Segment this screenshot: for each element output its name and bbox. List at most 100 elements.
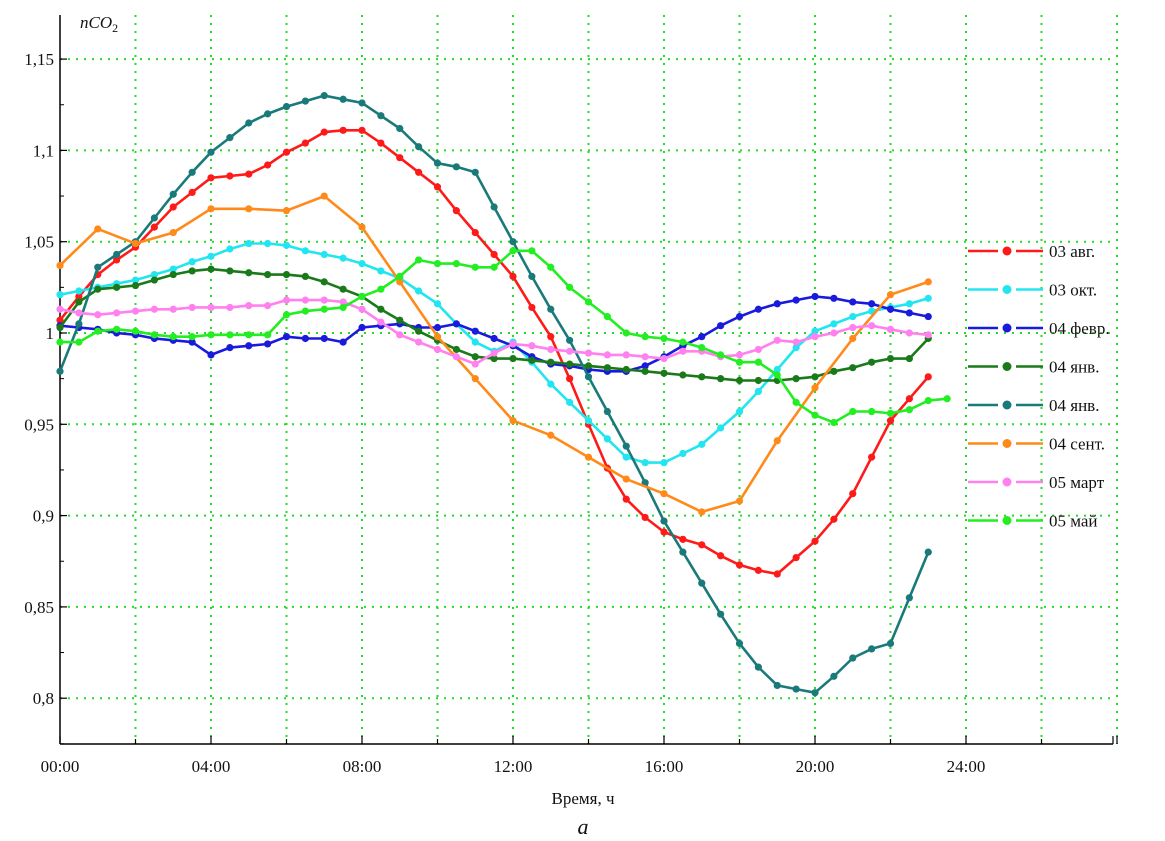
data-point xyxy=(811,373,819,381)
data-point xyxy=(207,252,215,260)
data-point xyxy=(509,340,517,348)
data-point xyxy=(452,163,460,171)
data-point xyxy=(868,453,876,461)
data-point xyxy=(94,327,102,335)
data-point xyxy=(792,296,800,304)
data-point xyxy=(56,367,64,375)
data-point xyxy=(282,270,291,279)
data-point xyxy=(584,373,593,381)
data-point xyxy=(377,285,385,293)
data-point xyxy=(811,384,819,392)
data-point xyxy=(660,369,668,377)
data-point xyxy=(868,358,876,366)
data-point xyxy=(245,342,253,350)
data-point xyxy=(660,334,668,343)
data-point xyxy=(603,435,611,443)
data-point xyxy=(415,168,423,176)
data-point xyxy=(150,331,158,339)
data-point xyxy=(924,548,932,556)
data-point xyxy=(207,331,215,339)
data-point xyxy=(811,292,819,301)
data-point xyxy=(245,170,253,178)
data-point xyxy=(868,322,876,330)
data-point xyxy=(301,247,309,255)
data-point xyxy=(415,338,423,346)
data-point xyxy=(905,329,913,337)
data-point xyxy=(169,203,177,211)
data-point xyxy=(320,278,328,286)
data-point xyxy=(75,320,83,328)
data-point xyxy=(113,309,121,317)
data-point xyxy=(415,327,423,335)
data-point xyxy=(830,515,838,523)
data-point xyxy=(905,406,913,414)
data-point xyxy=(603,364,611,372)
data-point xyxy=(528,303,536,312)
data-point xyxy=(830,367,838,375)
legend-item: 03 авг. xyxy=(968,242,1095,261)
data-point xyxy=(207,303,215,312)
data-point xyxy=(849,298,857,306)
data-point xyxy=(547,431,555,439)
data-point xyxy=(377,112,385,120)
data-point xyxy=(849,334,857,343)
data-point xyxy=(698,508,706,516)
data-point xyxy=(943,395,951,403)
data-point xyxy=(641,367,649,375)
data-point xyxy=(358,292,366,301)
data-point xyxy=(849,323,857,332)
data-point xyxy=(660,459,668,467)
data-point xyxy=(264,270,272,279)
data-point xyxy=(358,305,366,313)
y-tick-label: 1,05 xyxy=(24,233,54,252)
data-point xyxy=(679,535,687,543)
data-point xyxy=(226,172,234,180)
data-point xyxy=(264,239,272,248)
legend-label: 04 сент. xyxy=(1049,435,1105,454)
data-point xyxy=(358,126,366,134)
data-point xyxy=(584,362,593,370)
data-point xyxy=(226,303,234,312)
data-point xyxy=(735,497,744,505)
legend-marker xyxy=(1002,323,1012,333)
data-point xyxy=(886,291,895,299)
data-point xyxy=(622,495,630,503)
data-point xyxy=(603,351,611,359)
data-point xyxy=(660,490,668,498)
data-point xyxy=(868,300,876,308)
data-point xyxy=(396,331,404,339)
legend-marker xyxy=(1002,477,1012,487)
data-point xyxy=(886,417,895,425)
data-point xyxy=(773,681,781,690)
data-point xyxy=(735,407,744,416)
data-point xyxy=(169,228,177,237)
data-point xyxy=(358,260,366,268)
data-point xyxy=(603,312,611,321)
data-point xyxy=(75,338,83,346)
legend-label: 04 янв. xyxy=(1049,358,1099,377)
data-point xyxy=(830,320,838,328)
data-point xyxy=(226,331,234,339)
data-point xyxy=(452,345,460,354)
data-point xyxy=(830,672,838,680)
data-point xyxy=(773,437,781,445)
data-point xyxy=(75,287,83,295)
data-point xyxy=(377,318,385,326)
data-point xyxy=(56,323,64,332)
data-point xyxy=(603,407,611,416)
data-point xyxy=(471,360,479,368)
data-point xyxy=(75,298,83,306)
data-point xyxy=(679,449,687,458)
data-point xyxy=(169,190,177,198)
data-point xyxy=(490,203,498,211)
legend-marker xyxy=(1002,285,1012,294)
data-point xyxy=(490,263,498,271)
data-point xyxy=(924,331,932,339)
data-point xyxy=(849,407,857,416)
data-point xyxy=(56,316,64,324)
data-point xyxy=(358,223,366,231)
data-point xyxy=(754,305,762,313)
data-point xyxy=(811,537,819,545)
data-point xyxy=(471,263,479,271)
data-point xyxy=(245,269,253,277)
